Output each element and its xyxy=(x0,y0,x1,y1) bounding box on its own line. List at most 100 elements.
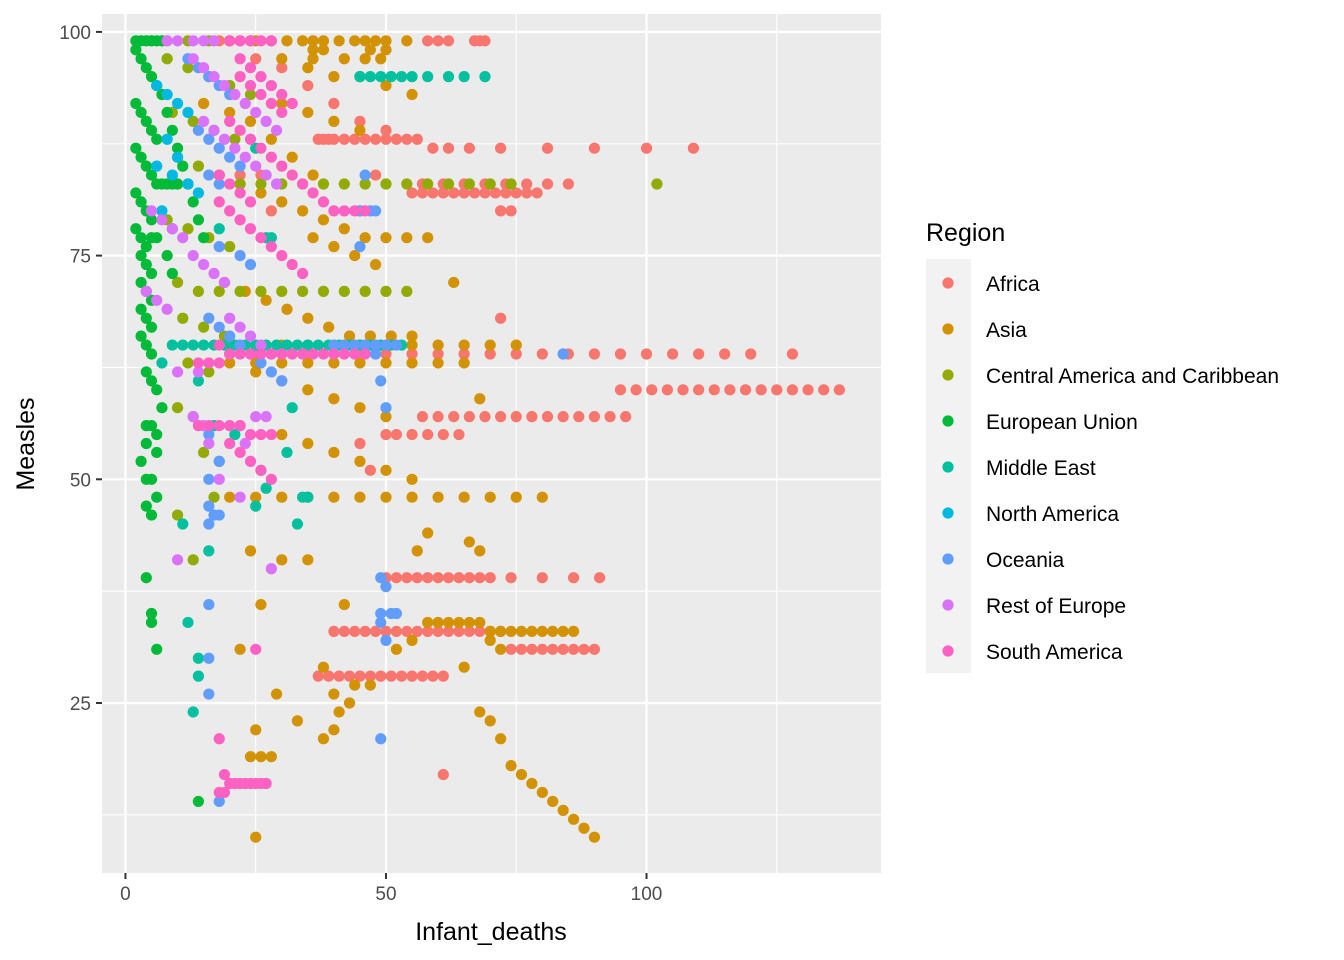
data-point xyxy=(818,384,830,396)
data-point xyxy=(302,384,314,396)
data-point xyxy=(297,178,309,190)
data-point xyxy=(203,420,215,432)
data-point xyxy=(265,428,277,441)
data-point xyxy=(349,205,361,217)
data-point xyxy=(484,634,496,646)
data-point xyxy=(276,106,288,119)
data-point xyxy=(187,115,199,127)
data-point xyxy=(151,643,163,655)
data-point xyxy=(401,35,413,47)
data-point xyxy=(724,384,736,396)
x-axis-title: Infant_deaths xyxy=(415,918,567,946)
data-point xyxy=(573,411,585,423)
data-point xyxy=(510,187,522,199)
data-points xyxy=(130,35,845,843)
data-point xyxy=(614,384,627,396)
data-point xyxy=(354,455,366,467)
data-point xyxy=(328,241,340,253)
data-point xyxy=(203,598,215,611)
x-tick-label: 0 xyxy=(120,884,131,905)
data-point xyxy=(244,115,257,127)
data-point xyxy=(328,446,340,459)
data-point xyxy=(416,187,429,199)
data-point xyxy=(234,420,246,432)
data-point xyxy=(203,652,215,664)
data-point xyxy=(364,71,376,83)
legend-title: Region xyxy=(926,219,1005,247)
data-point xyxy=(171,142,184,154)
data-point xyxy=(406,428,418,441)
data-point xyxy=(286,402,298,414)
data-point xyxy=(307,53,319,65)
data-point xyxy=(547,795,559,808)
data-point xyxy=(187,53,199,65)
data-point xyxy=(380,339,392,351)
data-point xyxy=(354,491,366,503)
data-point xyxy=(145,348,158,360)
data-point xyxy=(302,312,314,324)
data-point xyxy=(192,652,204,664)
data-point xyxy=(130,142,142,154)
data-point xyxy=(411,625,423,638)
data-point xyxy=(224,106,236,119)
data-point xyxy=(578,822,590,834)
data-point xyxy=(536,348,548,360)
data-point xyxy=(255,428,267,441)
data-point xyxy=(265,563,277,575)
data-point xyxy=(213,733,225,745)
data-point xyxy=(234,285,246,297)
data-point xyxy=(286,258,298,271)
data-point xyxy=(401,232,413,244)
series-north-america xyxy=(151,79,204,235)
data-point xyxy=(354,357,366,369)
data-point xyxy=(755,384,767,396)
data-point xyxy=(422,428,434,441)
data-point xyxy=(270,178,283,190)
data-point xyxy=(198,115,210,127)
data-point xyxy=(244,751,257,763)
data-point xyxy=(244,330,257,342)
data-point xyxy=(270,688,283,700)
data-point xyxy=(594,572,606,584)
data-point xyxy=(302,554,314,566)
data-point xyxy=(255,348,267,360)
data-point xyxy=(380,35,392,47)
data-point xyxy=(401,133,413,145)
data-point xyxy=(541,411,554,423)
data-point xyxy=(166,124,178,136)
data-point xyxy=(255,751,267,763)
data-point xyxy=(343,670,356,682)
data-point xyxy=(255,88,267,101)
data-point xyxy=(260,169,272,181)
legend-label-european-union: European Union xyxy=(986,411,1138,434)
data-point xyxy=(453,616,465,629)
data-point xyxy=(244,79,257,92)
data-point xyxy=(422,527,434,539)
data-point xyxy=(239,437,251,450)
data-point xyxy=(380,79,392,92)
data-point xyxy=(151,384,163,396)
data-point xyxy=(463,616,475,629)
data-point xyxy=(349,348,361,360)
data-point xyxy=(463,536,475,548)
data-point xyxy=(244,196,257,208)
data-point xyxy=(328,724,340,736)
data-point xyxy=(198,232,210,244)
data-point xyxy=(255,598,267,611)
data-point xyxy=(588,411,601,423)
data-point xyxy=(343,330,356,342)
data-point xyxy=(515,768,528,781)
data-point xyxy=(380,357,392,369)
data-point xyxy=(244,258,257,271)
data-point xyxy=(458,491,470,503)
legend-label-south-america: South America xyxy=(986,641,1123,664)
data-point xyxy=(151,133,163,145)
data-point xyxy=(135,53,147,65)
data-point xyxy=(135,249,147,262)
data-point xyxy=(380,402,392,414)
data-point xyxy=(328,205,340,217)
data-point xyxy=(203,545,215,557)
data-point xyxy=(349,625,361,638)
data-point xyxy=(213,241,225,253)
data-point xyxy=(234,339,246,351)
